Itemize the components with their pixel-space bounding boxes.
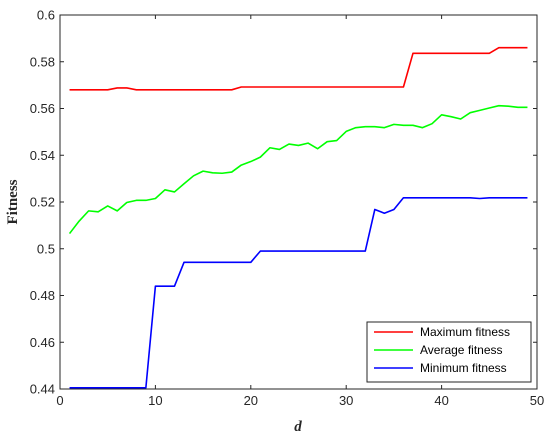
x-tick-label: 50 [530,393,544,408]
x-tick-label: 20 [244,393,258,408]
legend-label: Maximum fitness [420,325,510,339]
y-tick-label: 0.5 [37,241,55,256]
legend: Maximum fitness Average fitness Minimum fi… [366,321,532,383]
y-tick-label: 0.58 [30,54,55,69]
y-tick-label: 0.46 [30,335,55,350]
x-tick-label: 10 [148,393,162,408]
series-line-maximum-fitness [69,46,528,91]
y-axis-title: Fitness [5,179,21,224]
x-axis-title: d [294,419,302,435]
x-tick-label: 40 [434,393,448,408]
legend-label: Average fitness [420,343,503,357]
series-layer [68,46,528,389]
y-tick-label: 0.48 [30,288,55,303]
y-tick-label: 0.54 [30,148,55,163]
ticks-layer: 0 10 20 30 40 50 0.44 0.46 0.48 0.5 0.52 0.54 0.56 0.… [30,8,545,409]
y-tick-label: 0.6 [37,8,55,23]
y-tick-label: 0.52 [30,195,55,210]
series-line-average-fitness [68,104,528,235]
series-line-minimum-fitness [69,196,528,389]
y-tick-label: 0.44 [30,382,55,397]
x-tick-label: 0 [56,393,63,408]
legend-label: Minimum fitness [420,361,507,375]
x-tick-label: 30 [339,393,353,408]
y-tick-label: 0.56 [30,101,55,116]
